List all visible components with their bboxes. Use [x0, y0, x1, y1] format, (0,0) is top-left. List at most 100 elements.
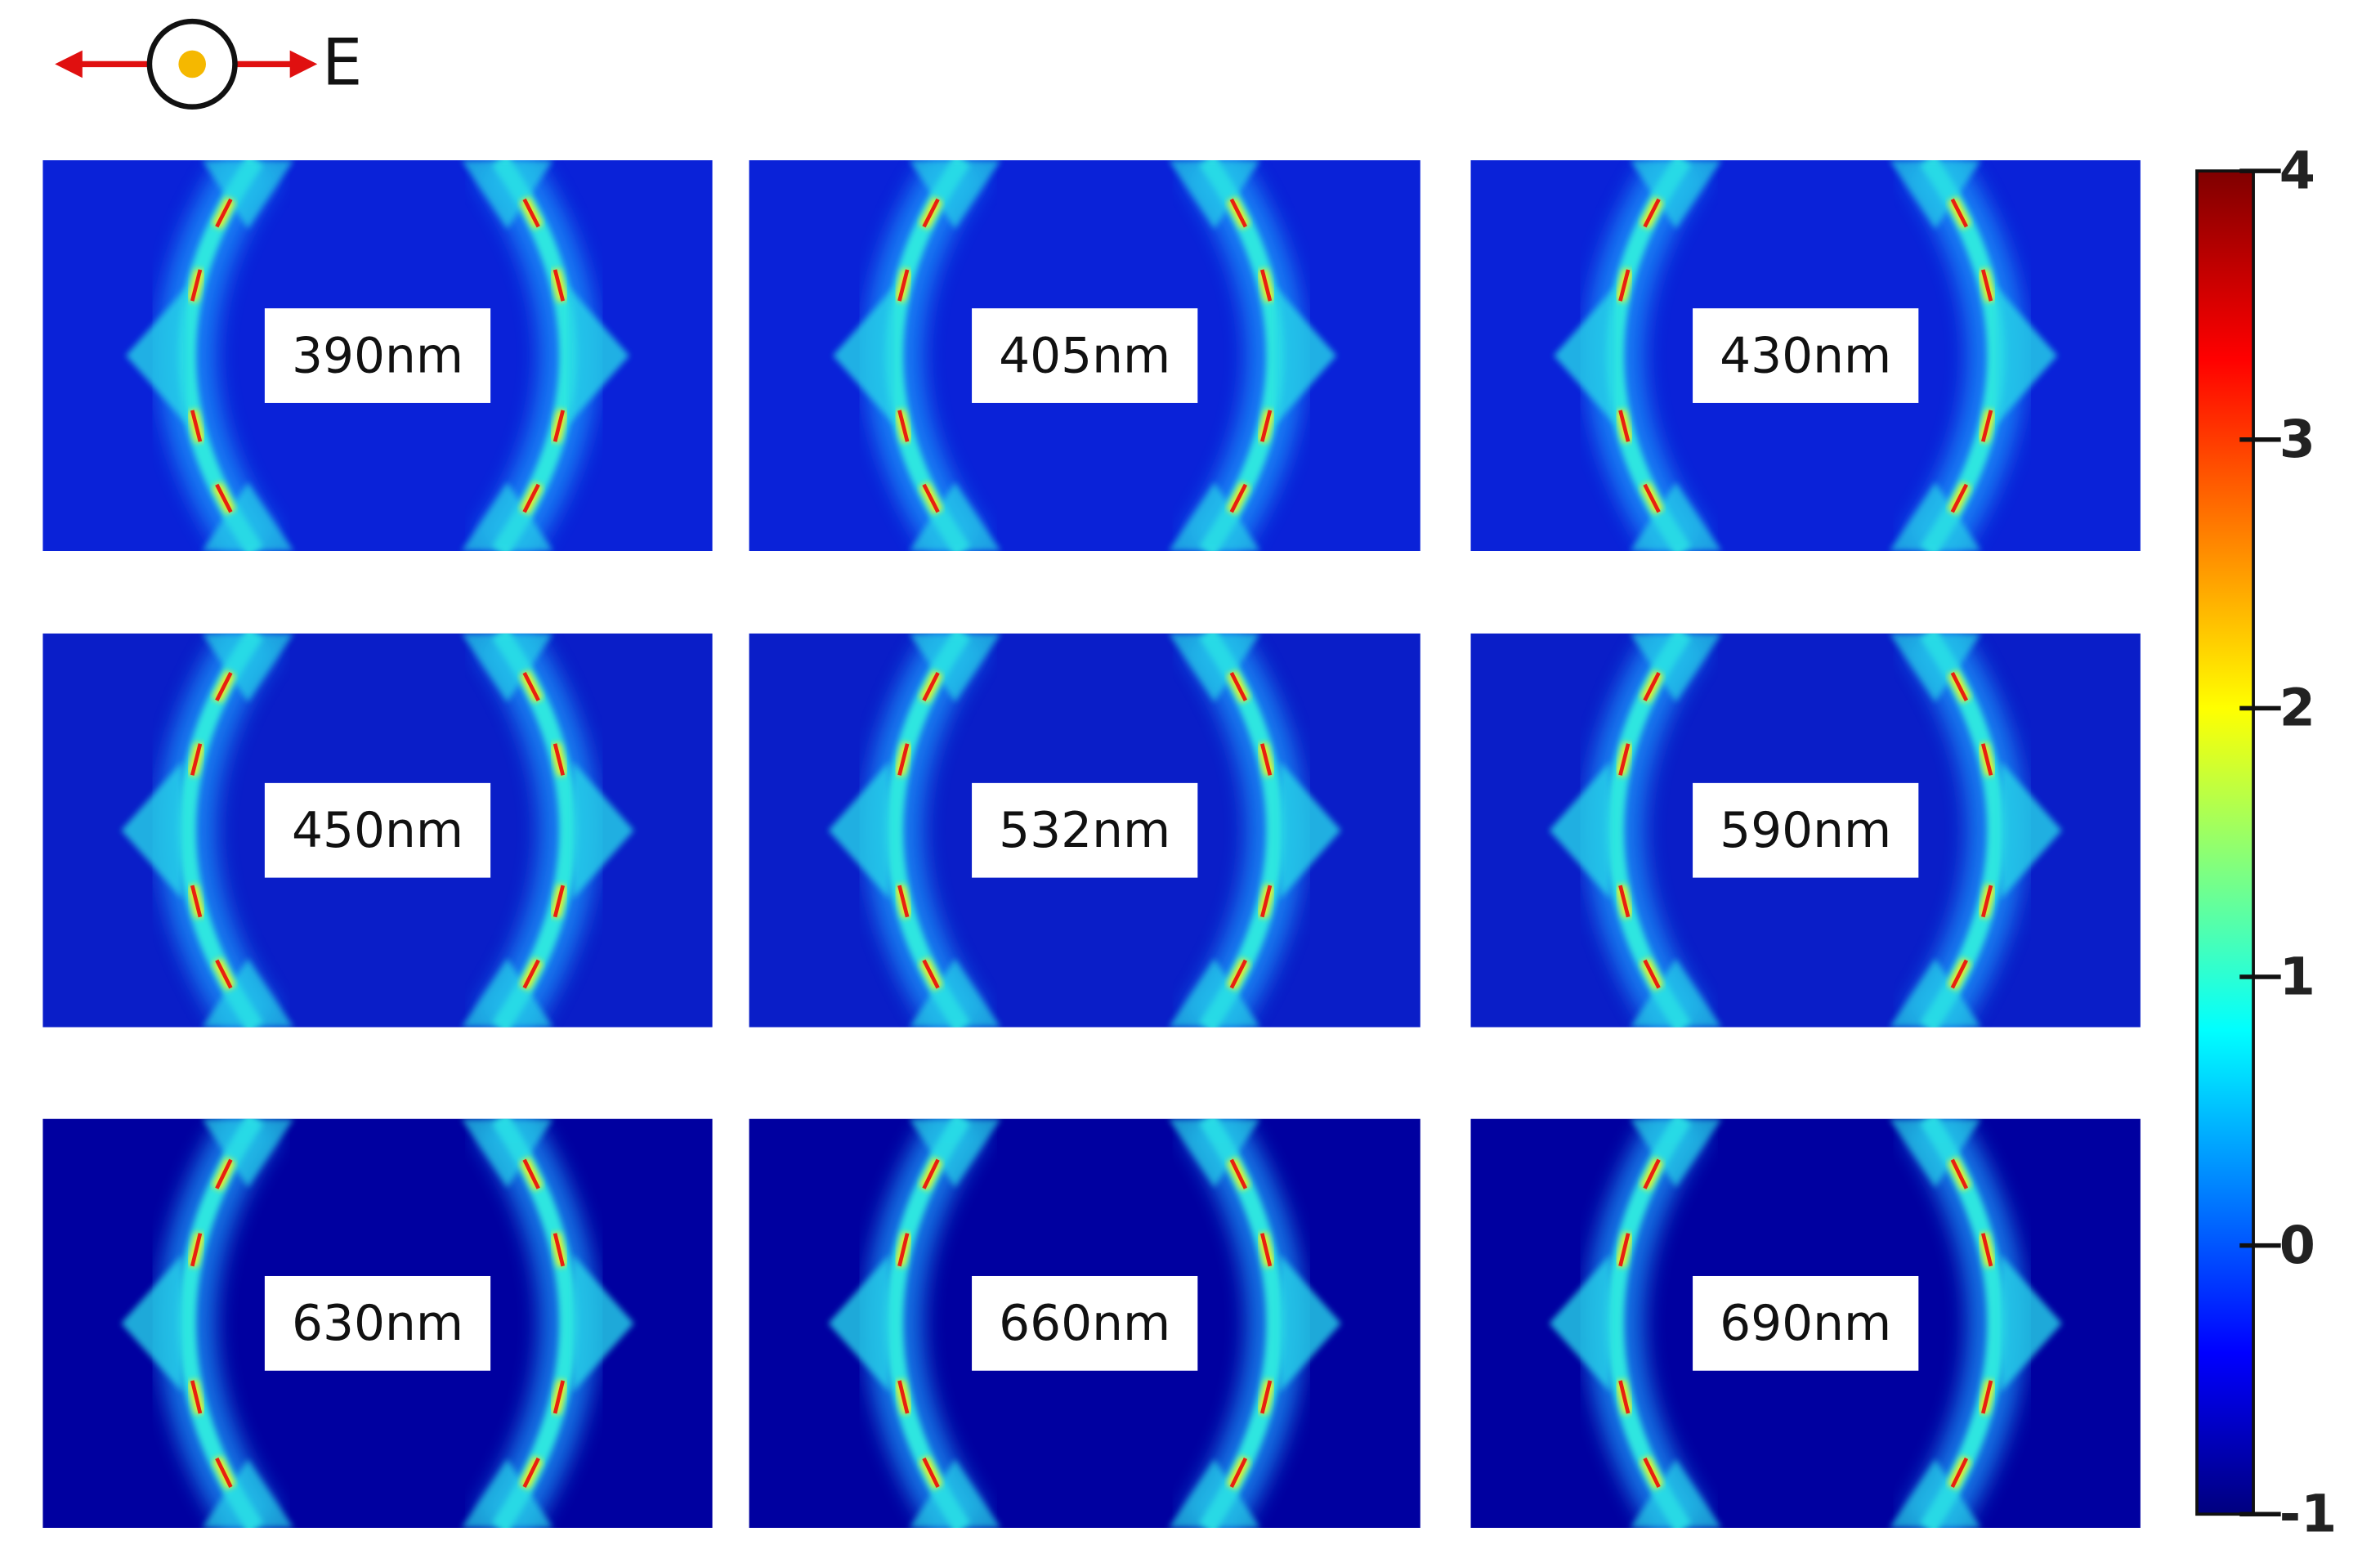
colorbar-tick-label: -1 — [2279, 1484, 2338, 1544]
hot-spot — [522, 198, 540, 228]
hot-spot — [522, 959, 540, 989]
field-panel: 630nm — [42, 1118, 713, 1529]
field-cusp — [1630, 160, 1722, 230]
hot-spot — [1950, 1158, 1969, 1189]
hot-spot — [215, 1457, 233, 1489]
hot-spot — [1260, 1380, 1273, 1414]
hot-spot — [897, 410, 910, 442]
label-box — [264, 1275, 491, 1371]
hot-spot — [190, 885, 203, 918]
hot-spot — [1618, 410, 1631, 442]
field-cusp — [126, 287, 187, 425]
field-cusp — [461, 160, 553, 230]
colorbar — [2195, 169, 2255, 1516]
wavelength-label: 390nm — [292, 328, 463, 384]
hot-spot — [1229, 483, 1248, 513]
hot-spot — [1618, 743, 1631, 776]
field-panel: 532nm — [749, 633, 1420, 1028]
hot-spot — [1981, 743, 1993, 776]
field-cusp — [828, 761, 890, 899]
hot-spot — [1260, 1233, 1273, 1267]
field-cusp — [1889, 958, 1981, 1028]
field-cusp — [833, 287, 894, 425]
field-cusp — [1889, 1118, 1981, 1188]
wavelength-label: 630nm — [292, 1296, 463, 1352]
field-cusp — [828, 1254, 890, 1392]
field-cusp — [461, 958, 553, 1028]
field-cusp — [909, 482, 1001, 552]
hot-spot — [1950, 483, 1969, 513]
hot-spot — [1229, 671, 1248, 701]
hot-spot — [897, 1233, 910, 1267]
field-cusp — [202, 482, 294, 552]
hot-spot — [552, 743, 566, 776]
field-cusp — [909, 1459, 1001, 1529]
colorbar-tick-label: 3 — [2279, 409, 2315, 469]
hot-spot — [190, 1380, 203, 1414]
field-cusp — [1554, 287, 1615, 425]
hot-spot — [1981, 1233, 1993, 1267]
hot-spot — [922, 483, 940, 513]
field-cusp — [1889, 160, 1981, 230]
hot-spot — [1981, 269, 1993, 302]
hot-spot — [1260, 410, 1273, 442]
field-cusp — [909, 160, 1001, 230]
field-panel: 590nm — [1470, 633, 2141, 1028]
hot-spot — [897, 885, 910, 918]
hot-spot — [1618, 269, 1631, 302]
field-cusp — [909, 1118, 1001, 1188]
hot-spot — [922, 1457, 940, 1489]
field-cusp — [1889, 1459, 1981, 1529]
hot-spot — [922, 671, 940, 701]
hot-spot — [1643, 671, 1661, 701]
colorbar-tick-label: 4 — [2279, 140, 2315, 200]
hot-spot — [522, 671, 540, 701]
label-box — [972, 308, 1198, 403]
hot-spot — [897, 269, 910, 302]
hot-spot — [552, 1233, 566, 1267]
field-cusp — [1168, 482, 1260, 552]
hot-spot — [1618, 1380, 1631, 1414]
label-box — [264, 308, 491, 403]
hot-spot — [215, 198, 233, 228]
hot-spot — [1229, 1158, 1248, 1189]
field-cusp — [1630, 1459, 1722, 1529]
wavelength-label: 590nm — [1720, 803, 1891, 859]
field-cusp — [909, 633, 1001, 702]
field-cusp — [202, 1459, 294, 1529]
field-cusp — [1889, 482, 1981, 552]
field-panel: 450nm — [42, 633, 713, 1028]
hot-spot — [1643, 198, 1661, 228]
field-cusp — [1280, 1254, 1341, 1392]
field-cusp — [1889, 633, 1981, 702]
hot-spot — [897, 743, 910, 776]
field-cusp — [572, 761, 634, 899]
field-cusp — [2001, 761, 2062, 899]
hot-spot — [1643, 483, 1661, 513]
hot-spot — [1950, 1457, 1969, 1489]
field-panel: 430nm — [1470, 160, 2141, 552]
field-cusp — [202, 958, 294, 1028]
label-box — [1693, 308, 1919, 403]
field-cusp — [1630, 633, 1722, 702]
hot-spot — [1229, 198, 1248, 228]
hot-spot — [1229, 1457, 1248, 1489]
hot-spot — [552, 885, 566, 918]
hot-spot — [1618, 885, 1631, 918]
label-box — [972, 782, 1198, 878]
hot-spot — [1643, 1158, 1661, 1189]
field-cusp — [1275, 287, 1337, 425]
wavelength-label: 450nm — [292, 803, 463, 859]
field-cusp — [909, 958, 1001, 1028]
field-cusp — [202, 633, 294, 702]
hot-spot — [1618, 1233, 1631, 1267]
hot-spot — [552, 269, 566, 302]
polarization-icon: E — [55, 18, 362, 110]
hot-spot — [922, 1158, 940, 1189]
label-box — [1693, 782, 1919, 878]
hot-spot — [190, 1233, 203, 1267]
colorbar-tick-label: 2 — [2279, 678, 2315, 738]
field-cusp — [202, 160, 294, 230]
